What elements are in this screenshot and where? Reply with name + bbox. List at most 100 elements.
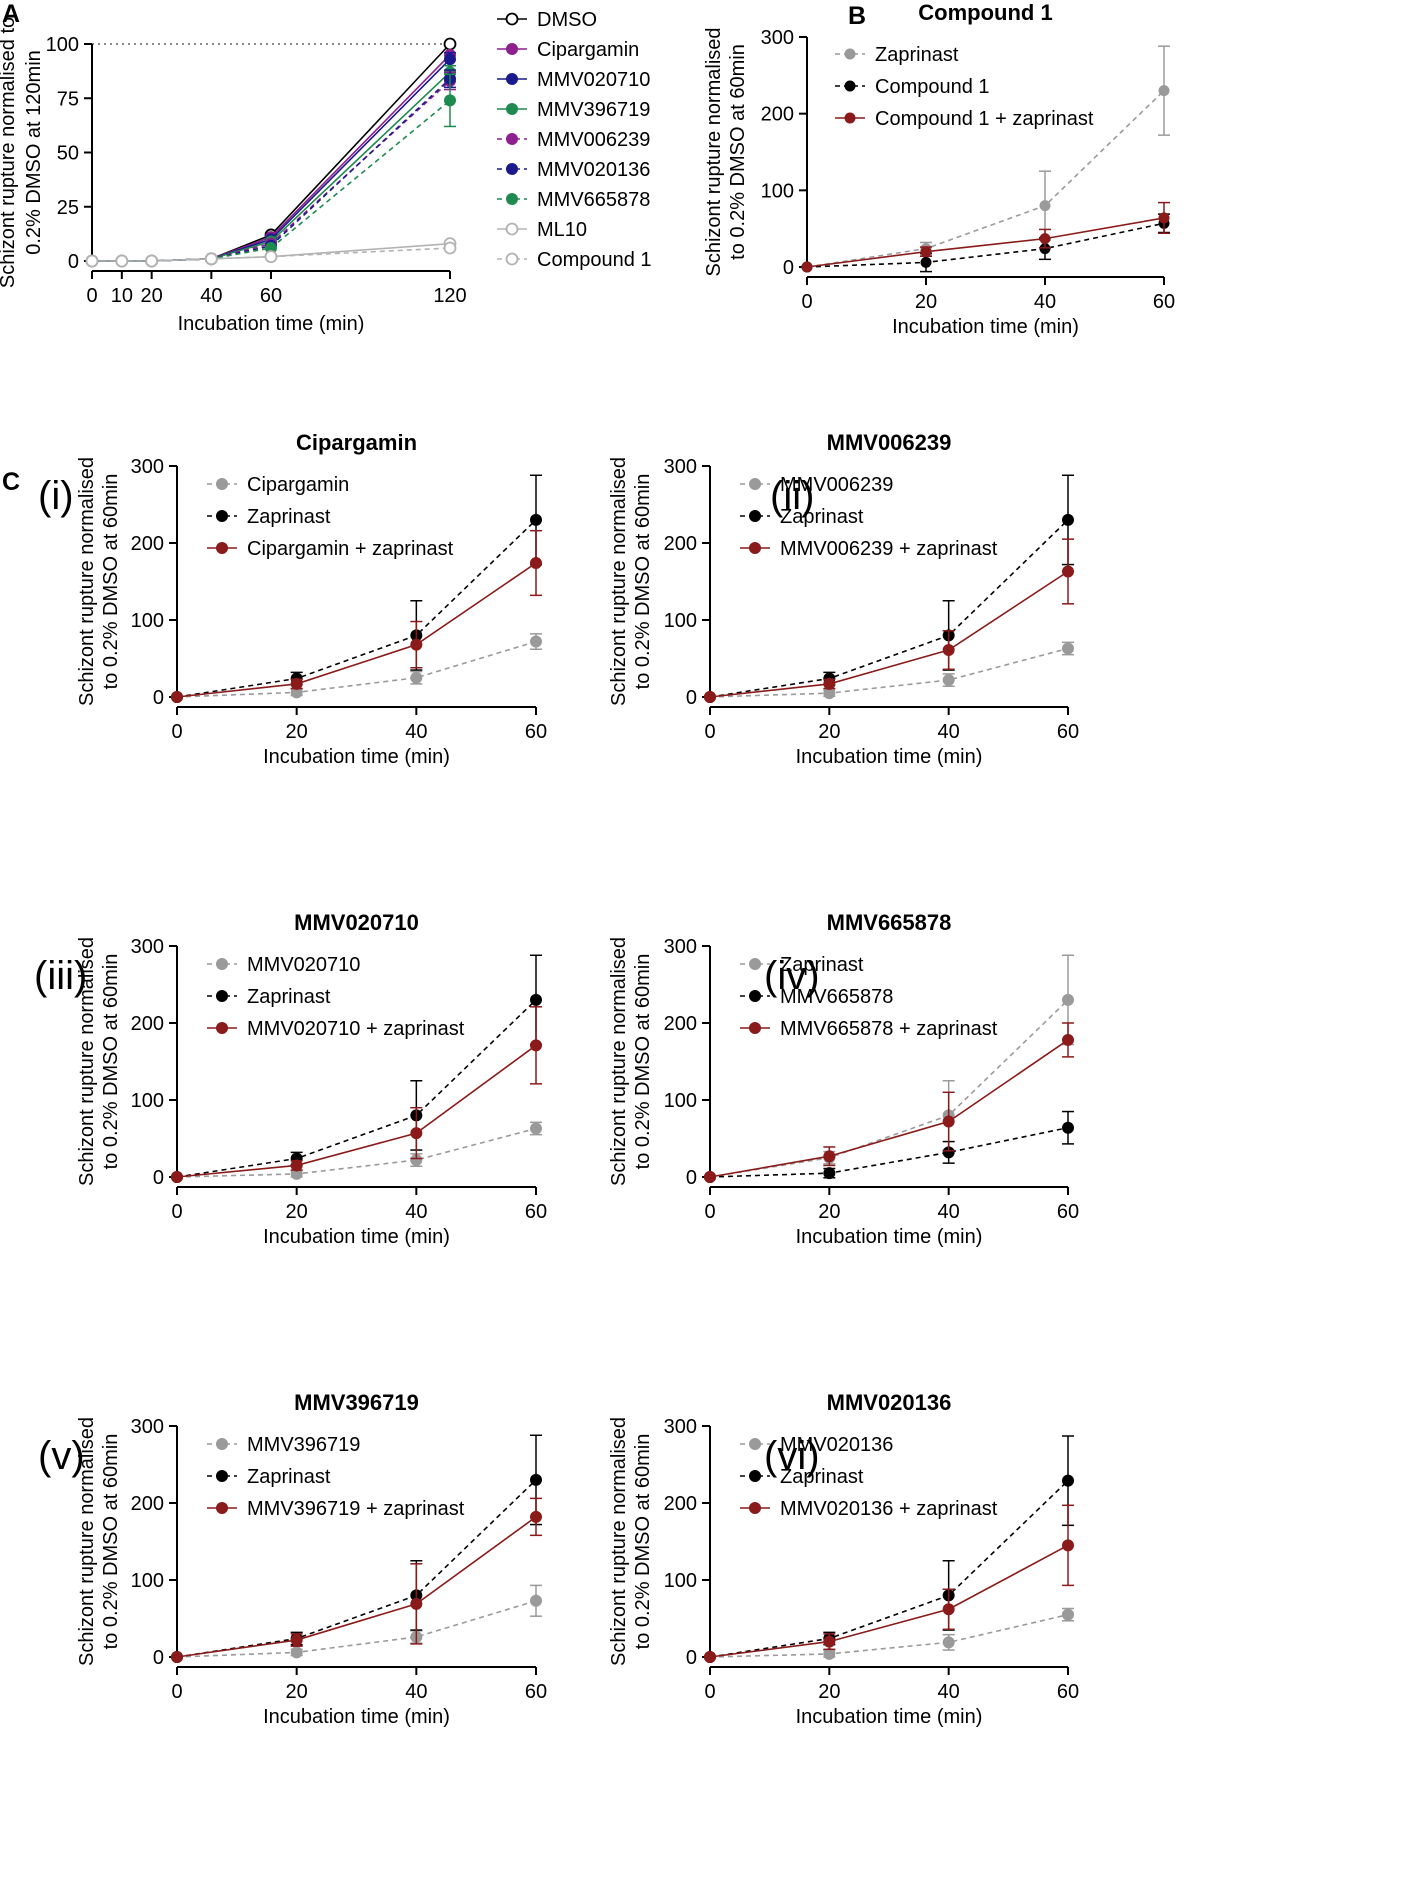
- series-mmv020710-zaprinast: [171, 1006, 542, 1183]
- y-axis-title: Schizont rupture normalised: [608, 937, 630, 1186]
- series-line: [709, 1613, 1069, 1658]
- x-tick-label: 60: [525, 1681, 547, 1703]
- data-point: [1062, 565, 1074, 578]
- x-tick-label: 20: [818, 721, 840, 743]
- x-tick-label: 60: [1057, 1681, 1079, 1703]
- chart-title: Cipargamin: [296, 430, 417, 455]
- y-tick-label: 300: [131, 936, 164, 958]
- series-line: [92, 99, 451, 262]
- legend-swatch-marker: [749, 1438, 761, 1450]
- data-point: [264, 250, 278, 264]
- y-tick-label: 200: [131, 1493, 164, 1515]
- y-axis-title: to 0.2% DMSO at 60min: [632, 954, 654, 1170]
- data-point: [1062, 1608, 1074, 1621]
- y-tick-label: 0: [686, 1647, 697, 1669]
- y-tick-label: 200: [664, 1493, 697, 1515]
- y-tick-label: 300: [664, 456, 697, 478]
- legend: Zaprinast Compound 1 Compound 1 + zaprinas…: [835, 44, 1094, 130]
- legend-swatch-marker: [506, 163, 518, 175]
- legend-label-mmv006239: MMV006239: [780, 474, 893, 496]
- data-point: [1062, 1033, 1074, 1046]
- chart-title: MMV665878: [827, 910, 952, 935]
- data-point: [704, 1171, 716, 1183]
- y-tick-label: 100: [664, 1090, 697, 1112]
- series-mmv020136-zaprinast: [704, 1504, 1074, 1663]
- legend: MMV020136 Zaprinast MMV020136 + zaprinast: [740, 1434, 998, 1520]
- legend: MMV020710 Zaprinast MMV020710 + zaprinast: [207, 954, 465, 1040]
- series-zaprinast: [704, 1435, 1074, 1663]
- legend-label-compound-1: Compound 1: [537, 249, 652, 271]
- legend-label-mmv665878-zaprinast: MMV665878 + zaprinast: [780, 1018, 998, 1040]
- legend-label-zaprinast: Zaprinast: [247, 986, 331, 1008]
- y-tick-label: 200: [761, 104, 794, 126]
- x-tick-label: 20: [915, 291, 937, 313]
- x-tick-label: 40: [938, 1681, 960, 1703]
- y-tick-label: 200: [131, 1013, 164, 1035]
- chart-title: MMV020710: [294, 910, 419, 935]
- y-axis-title: to 0.2% DMSO at 60min: [727, 44, 749, 260]
- series-line: [806, 217, 1165, 268]
- series-line: [709, 1544, 1069, 1658]
- chart-a: 0 25 50 75 100 0 10 20 40 60 120 Incubation time (m…: [0, 9, 652, 335]
- data-point: [290, 677, 303, 690]
- data-point: [410, 638, 423, 651]
- legend: DMSO Cipargamin MMV020710 MMV396719 MMV00623…: [497, 9, 652, 271]
- series-line: [176, 1127, 537, 1178]
- series-mmv006239: [704, 641, 1074, 703]
- y-tick-label: 300: [664, 936, 697, 958]
- x-tick-label: 0: [86, 285, 97, 307]
- data-point: [920, 246, 932, 258]
- series-line: [709, 519, 1069, 698]
- data-point: [823, 677, 836, 690]
- series-line: [92, 43, 451, 262]
- x-tick-label: 60: [1057, 721, 1079, 743]
- legend-label-compound-1: Compound 1: [875, 76, 990, 98]
- sublabel-vi: (vi): [764, 1434, 820, 1478]
- plot-area: MMV665878 0 100 200 300 0 20 40 60 Incubation tim…: [608, 910, 1079, 1248]
- sublabel-iii: (iii): [34, 954, 88, 998]
- data-point: [444, 53, 456, 66]
- legend-label-zaprinast: Zaprinast: [247, 1466, 331, 1488]
- x-tick-label: 40: [938, 721, 960, 743]
- legend-label-zaprinast: Zaprinast: [780, 1466, 864, 1488]
- legend-swatch-marker: [749, 510, 761, 522]
- legend-swatch-marker: [216, 1470, 228, 1482]
- data-point: [942, 1603, 955, 1616]
- legend-label-mmv006239: MMV006239: [537, 129, 650, 151]
- legend-label-mmv020136: MMV020136: [780, 1434, 893, 1456]
- legend-label-zaprinast: Zaprinast: [875, 44, 959, 66]
- legend-swatch-marker: [505, 12, 519, 26]
- data-point: [1062, 1474, 1074, 1487]
- data-point: [942, 1115, 955, 1128]
- legend: MMV006239 Zaprinast MMV006239 + zaprinast: [740, 474, 998, 560]
- legend-label-mmv006239-zaprinast: MMV006239 + zaprinast: [780, 538, 998, 560]
- x-tick-label: 0: [704, 721, 715, 743]
- y-tick-label: 300: [131, 1416, 164, 1438]
- data-point: [1062, 513, 1074, 526]
- x-tick-label: 120: [433, 285, 466, 307]
- data-point: [704, 1651, 716, 1663]
- x-tick-label: 20: [286, 721, 308, 743]
- legend-swatch-marker: [216, 1438, 228, 1450]
- series-line: [806, 222, 1165, 268]
- data-point: [920, 256, 932, 268]
- legend-swatch-marker: [216, 1022, 228, 1034]
- plot-area: MMV020710 0 100 200 300 0 20 40 60 Incubation tim…: [76, 910, 547, 1248]
- legend-swatch-marker: [749, 990, 761, 1002]
- data-point: [204, 252, 218, 266]
- legend-swatch-marker: [506, 193, 518, 205]
- legend-label-mmv396719: MMV396719: [537, 99, 650, 121]
- chart-c-v-mmv396719: MMV396719 0 100 200 300 0 20 40 60 Incubation tim…: [76, 1390, 547, 1728]
- x-axis-title: Incubation time (min): [263, 1706, 450, 1728]
- legend: Cipargamin Zaprinast Cipargamin + zaprinas…: [207, 474, 454, 560]
- legend-swatch-marker: [749, 1502, 761, 1514]
- data-point: [704, 691, 716, 703]
- legend-swatch-marker: [216, 510, 228, 522]
- data-point: [942, 644, 955, 657]
- data-point: [410, 671, 423, 684]
- series-line: [709, 1480, 1069, 1658]
- y-axis-title: to 0.2% DMSO at 60min: [632, 474, 654, 690]
- series-zaprinast: [704, 474, 1074, 703]
- legend-swatch-marker: [216, 542, 228, 554]
- legend-swatch-marker: [749, 1470, 761, 1482]
